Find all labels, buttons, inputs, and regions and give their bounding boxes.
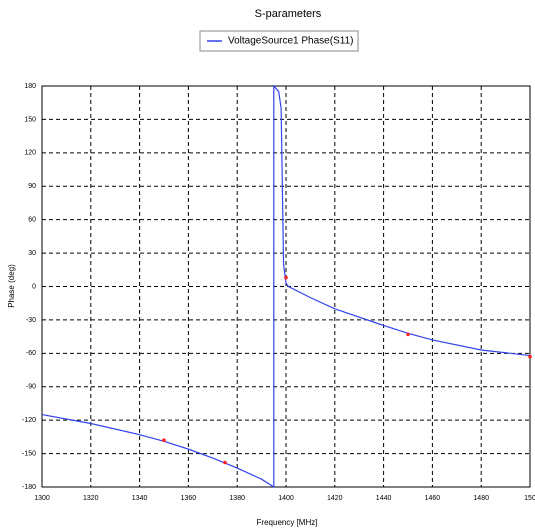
y-tick-label: -90 [26, 384, 36, 391]
x-tick-label: 1360 [181, 495, 197, 502]
y-tick-label: 120 [24, 150, 36, 157]
y-tick-label: -180 [22, 484, 36, 491]
x-tick-label: 1460 [425, 495, 441, 502]
y-axis-label: Phase (deg) [7, 264, 16, 308]
x-tick-label: 1380 [229, 495, 245, 502]
y-tick-label: 90 [28, 183, 36, 190]
marker [223, 460, 227, 465]
legend-label: VoltageSource1 Phase(S11) [228, 36, 353, 47]
x-axis-label: Frequency [MHz] [257, 518, 318, 527]
x-tick-label: 1320 [83, 495, 99, 502]
chart-title: S-parameters [255, 8, 322, 20]
marker [284, 275, 288, 280]
plot-frame [41, 85, 531, 488]
marker [162, 438, 166, 443]
series-line [41, 84, 531, 489]
x-tick-label: 1480 [473, 495, 489, 502]
x-tick-label: 150 [524, 495, 535, 502]
y-tick-label: -120 [22, 417, 36, 424]
y-tick-label: 150 [24, 116, 36, 123]
y-tick-label: 180 [24, 83, 36, 90]
x-tick-label: 1300 [34, 495, 50, 502]
marker [528, 354, 532, 359]
y-tick-label: -60 [26, 350, 36, 357]
y-tick-label: 0 [32, 283, 36, 290]
legend-box [199, 30, 359, 52]
y-tick-label: -150 [22, 450, 36, 457]
x-tick-label: 1340 [132, 495, 148, 502]
y-tick-label: 30 [28, 250, 36, 257]
x-tick-label: 1440 [376, 495, 392, 502]
y-tick-label: -30 [26, 317, 36, 324]
marker [406, 332, 410, 337]
x-tick-label: 1420 [327, 495, 343, 502]
x-tick-label: 1400 [278, 495, 294, 502]
y-tick-label: 60 [28, 217, 36, 224]
